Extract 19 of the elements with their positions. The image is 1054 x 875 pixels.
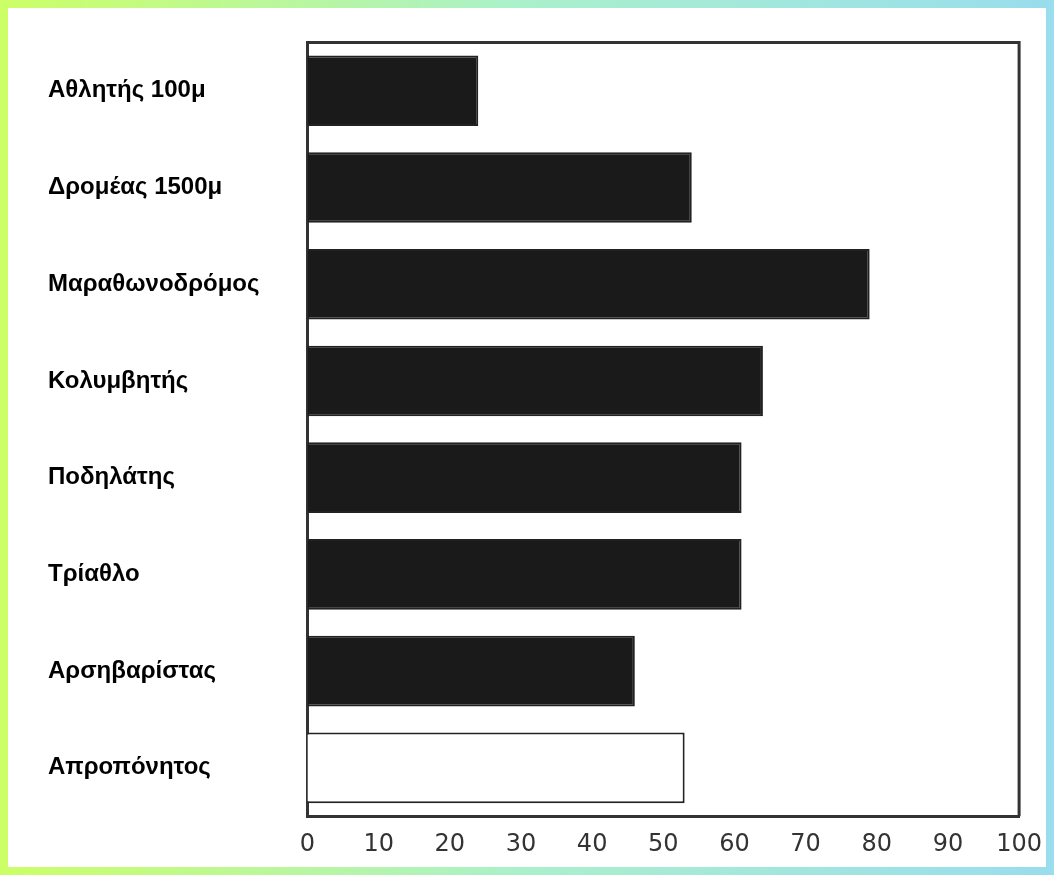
y-tick-label: Απροπόνητος [48, 752, 211, 780]
y-tick-label: Κολυμβητής [48, 365, 189, 393]
x-tick-label: 60 [719, 828, 750, 857]
x-tick-label: 30 [505, 828, 537, 857]
x-tick-label: 100 [996, 828, 1042, 857]
y-tick-label: Ποδηλάτης [48, 462, 175, 490]
y-tick-label: Αθλητής 100μ [48, 75, 206, 103]
x-tick-label: 80 [861, 828, 893, 857]
y-tick-label: Δρομέας 1500μ [48, 172, 223, 200]
y-tick-label: Μαραθωνοδρόμος [48, 268, 260, 296]
x-tick-label: 70 [790, 828, 821, 857]
x-tick-label: 50 [648, 828, 679, 857]
x-tick-label: 0 [299, 828, 316, 857]
x-tick-label: 10 [363, 828, 394, 857]
y-tick-label: Αρσηβαρίστας [48, 655, 216, 683]
x-tick-label: 20 [434, 828, 466, 857]
x-tick-label: 40 [576, 828, 608, 857]
y-tick-label: Τρίαθλο [48, 559, 140, 587]
x-tick-label: 90 [932, 828, 964, 857]
